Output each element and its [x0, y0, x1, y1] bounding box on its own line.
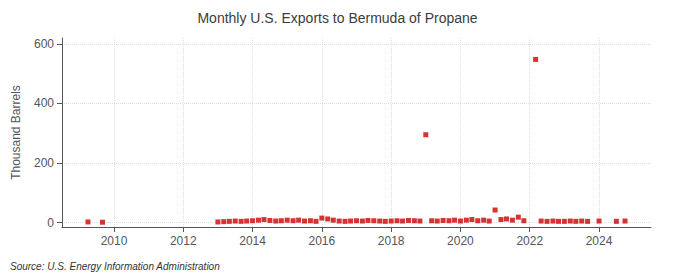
svg-text:Thousand Barrels: Thousand Barrels: [9, 85, 23, 180]
svg-text:600: 600: [34, 37, 54, 51]
svg-text:2012: 2012: [170, 234, 197, 248]
svg-text:Source: U.S. Energy Informatio: Source: U.S. Energy Information Administ…: [10, 261, 220, 272]
svg-text:2018: 2018: [378, 234, 405, 248]
svg-text:400: 400: [34, 96, 54, 110]
svg-text:2010: 2010: [101, 234, 128, 248]
svg-text:2014: 2014: [239, 234, 266, 248]
svg-text:200: 200: [34, 156, 54, 170]
svg-text:2016: 2016: [309, 234, 336, 248]
svg-text:0: 0: [47, 216, 54, 230]
svg-text:2024: 2024: [586, 234, 613, 248]
svg-text:Monthly U.S. Exports to Bermud: Monthly U.S. Exports to Bermuda of Propa…: [197, 10, 477, 26]
svg-text:2022: 2022: [516, 234, 543, 248]
svg-text:2020: 2020: [447, 234, 474, 248]
